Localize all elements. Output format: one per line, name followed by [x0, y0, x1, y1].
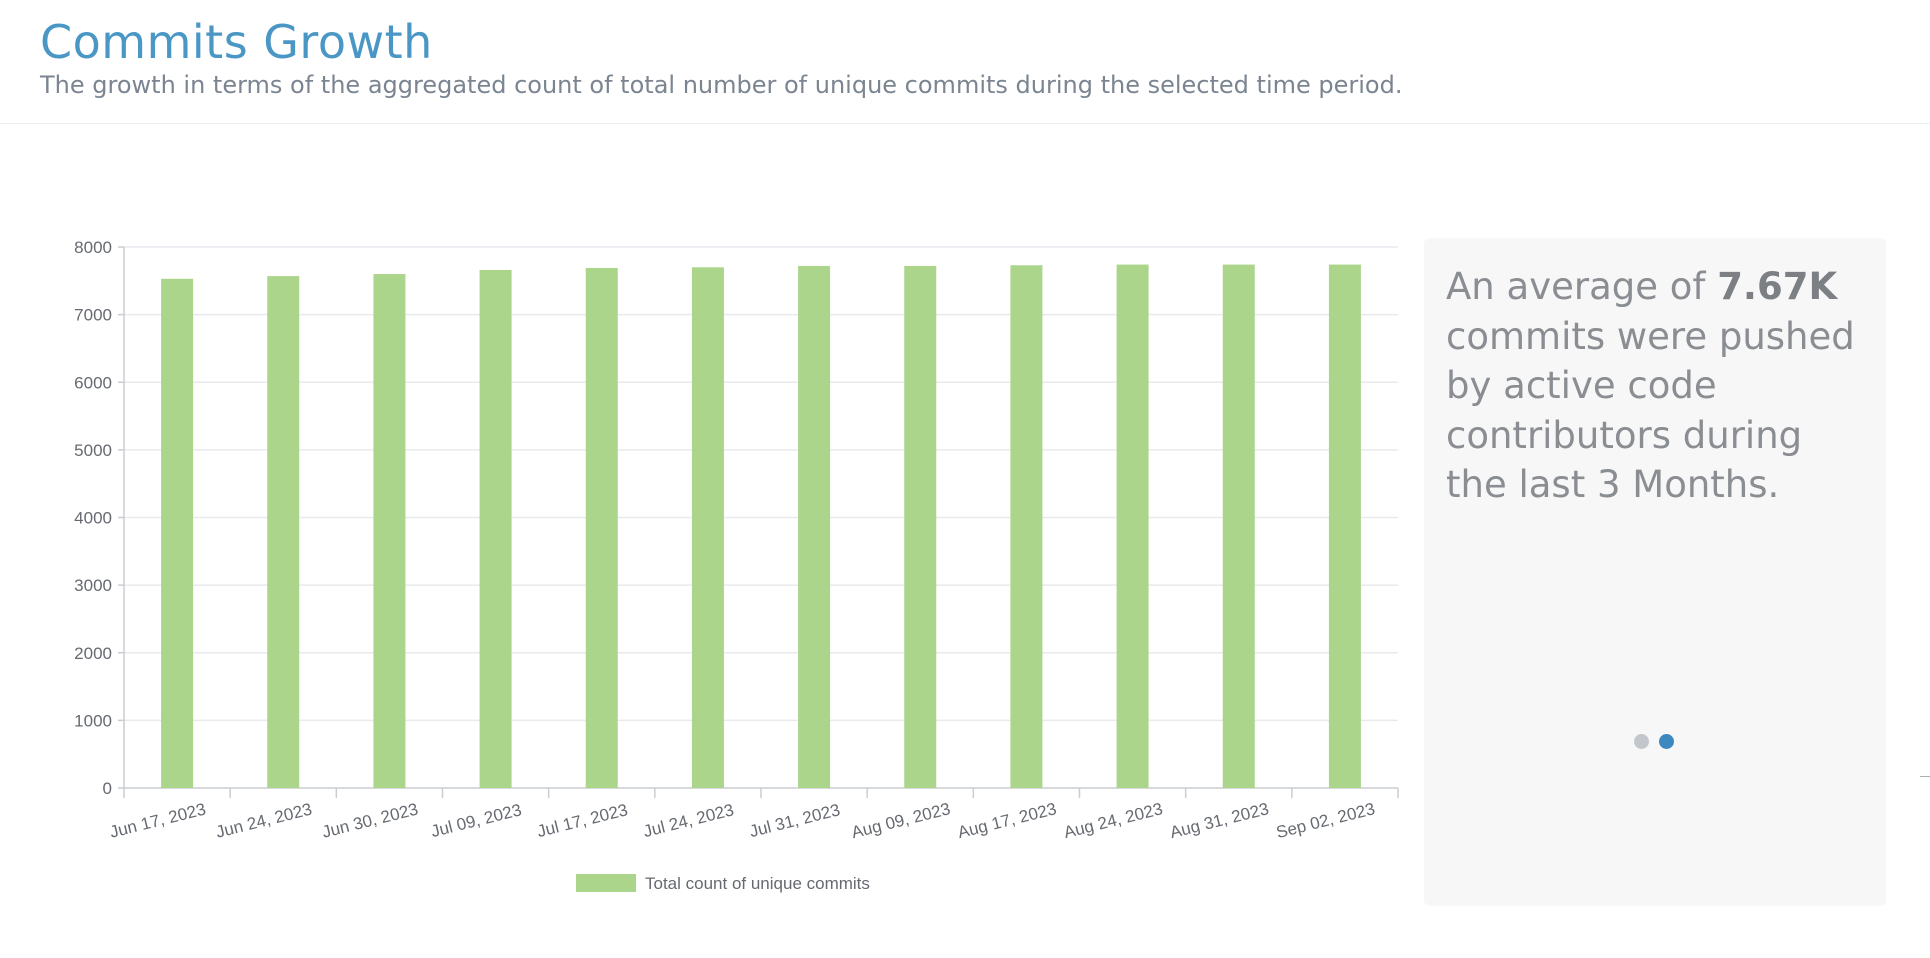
bar-9 — [1010, 265, 1043, 788]
x-tick-label: Sep 02, 2023 — [1274, 799, 1377, 842]
y-tick-label: 4000 — [74, 509, 112, 528]
insight-prefix: An average of — [1446, 265, 1718, 308]
chart-header: Commits Growth The growth in terms of th… — [40, 12, 1930, 100]
carousel-dot-2[interactable] — [1659, 734, 1674, 749]
y-tick-label: 8000 — [74, 238, 112, 257]
bar-3 — [373, 274, 406, 788]
bar-12 — [1328, 264, 1361, 788]
x-tick-label: Jul 24, 2023 — [641, 800, 735, 841]
y-tick-label: 5000 — [74, 441, 112, 460]
carousel-dot-1[interactable] — [1634, 734, 1649, 749]
x-tick-label: Jul 31, 2023 — [748, 800, 842, 841]
carousel-dots — [1634, 734, 1674, 749]
bar-1 — [161, 278, 194, 788]
commits-bar-chart: 0 1000 2000 3000 4000 5000 6000 7000 8000 Jun 17,… — [74, 238, 1399, 893]
bar-10 — [1116, 264, 1149, 788]
legend-label: Total count of unique commits — [645, 874, 870, 893]
bar-5 — [585, 267, 618, 788]
header-divider — [0, 123, 1930, 124]
y-tick-label: 2000 — [74, 644, 112, 663]
x-tick-label: Aug 17, 2023 — [956, 799, 1059, 842]
x-tick-label: Aug 09, 2023 — [850, 799, 953, 842]
x-tick-label: Jun 24, 2023 — [214, 800, 314, 842]
insight-card: An average of 7.67K commits were pushed … — [1424, 238, 1886, 906]
bar-11 — [1222, 264, 1255, 788]
x-tick-label: Jul 09, 2023 — [429, 800, 523, 841]
y-tick-label: 6000 — [74, 373, 112, 392]
page-subtitle: The growth in terms of the aggregated co… — [40, 71, 1403, 99]
x-tick-label: Jun 30, 2023 — [320, 800, 420, 842]
insight-text: An average of 7.67K commits were pushed … — [1446, 262, 1866, 510]
y-tick-label: 7000 — [74, 306, 112, 325]
bar-4 — [479, 269, 512, 788]
insight-suffix: commits were pushed by active code contr… — [1446, 314, 1855, 507]
page-title: Commits Growth — [40, 15, 433, 69]
bar-8 — [904, 265, 937, 788]
y-tick-label: 1000 — [74, 711, 112, 730]
insight-highlight: 7.67K — [1717, 265, 1838, 308]
x-tick-label: Aug 31, 2023 — [1168, 799, 1271, 842]
x-tick-label: Aug 24, 2023 — [1062, 799, 1165, 842]
x-tick-label: Jun 17, 2023 — [108, 800, 208, 842]
x-tick-label: Jul 17, 2023 — [535, 800, 629, 841]
bar-7 — [798, 265, 831, 788]
legend-swatch — [576, 874, 636, 892]
y-tick-label: 0 — [103, 779, 112, 798]
y-tick-label: 3000 — [74, 576, 112, 595]
bar-6 — [691, 267, 724, 789]
edge-divider — [1920, 776, 1930, 777]
bar-2 — [267, 276, 300, 788]
